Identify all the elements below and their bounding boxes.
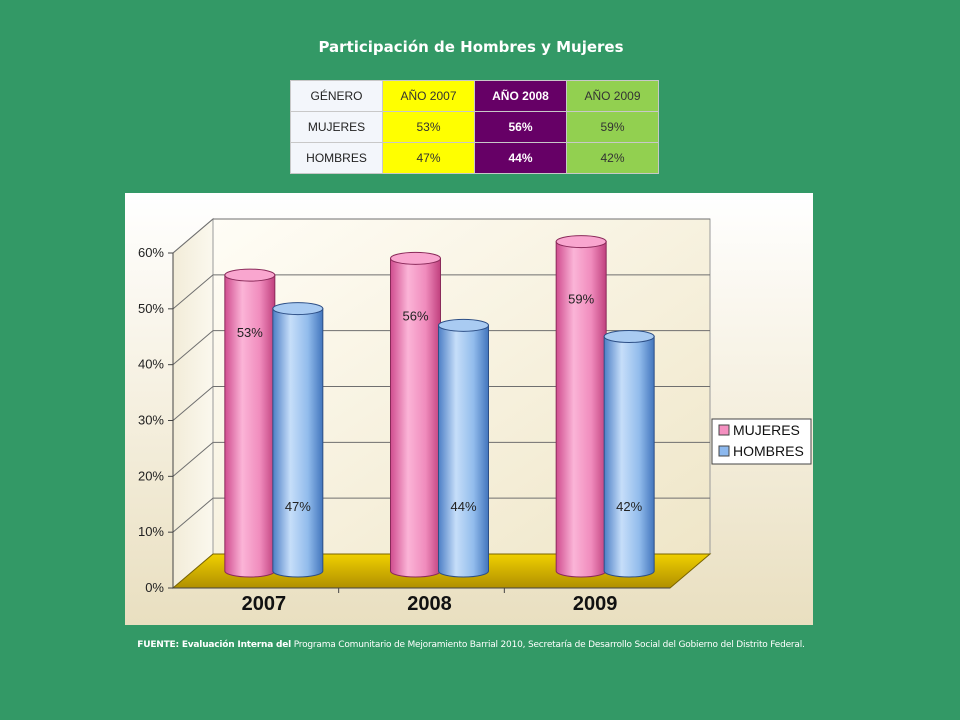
- bar-chart: 0% 10% 20% 30% 40% 50% 60% 53% 47% 2007 56% 44% 200…: [138, 217, 812, 615]
- page-title: Participación de Hombres y Mujeres: [318, 38, 624, 56]
- row-label: MUJERES: [290, 111, 383, 143]
- gridline: [172, 274, 710, 310]
- bar-hombres-2007: [272, 302, 324, 578]
- category-label: 2009: [573, 593, 618, 615]
- row-label: HOMBRES: [290, 142, 383, 174]
- cell-mujeres-2007: 53%: [382, 111, 475, 143]
- legend-swatch: [718, 445, 730, 457]
- y-tick-label: 20%: [138, 468, 164, 483]
- cell-hombres-2007: 47%: [382, 142, 475, 174]
- category-label: 2008: [407, 593, 452, 615]
- category-label: 2007: [242, 593, 286, 615]
- bar-mujeres-2007: [224, 268, 276, 578]
- header-2007: AÑO 2007: [382, 80, 475, 112]
- source-bold: FUENTE: Evaluación Interna del: [137, 640, 292, 650]
- legend-label: HOMBRES: [733, 443, 804, 459]
- gridline: [172, 218, 710, 254]
- y-tick-label: 0%: [145, 580, 164, 595]
- data-label: 53%: [237, 325, 263, 340]
- bar-top: [555, 235, 607, 249]
- participation-table: GÉNERO AÑO 2007 AÑO 2008 AÑO 2009 MUJERE…: [290, 80, 659, 174]
- cell-mujeres-2008: 56%: [474, 111, 567, 143]
- bar-top: [603, 330, 655, 343]
- bar-body: [224, 274, 276, 578]
- header-genero: GÉNERO: [290, 80, 383, 112]
- legend-swatch: [718, 424, 730, 436]
- data-label: 44%: [450, 499, 476, 514]
- bar-mujeres-2008: [390, 251, 441, 578]
- bar-hombres-2008: [438, 318, 489, 578]
- data-label: 56%: [402, 308, 428, 323]
- gridline: [172, 441, 710, 477]
- bar-body: [390, 257, 441, 578]
- legend-label: MUJERES: [733, 422, 800, 438]
- gridline: [172, 330, 710, 366]
- bar-top: [272, 302, 324, 316]
- y-tick-label: 40%: [138, 357, 164, 372]
- cell-mujeres-2009: 59%: [566, 111, 659, 143]
- bar-body: [438, 324, 489, 578]
- bar-top: [224, 268, 276, 282]
- source-text: Programa Comunitario de Mejoramiento Bar…: [291, 640, 805, 650]
- y-tick-label: 10%: [138, 524, 164, 539]
- bar-mujeres-2009: [555, 235, 607, 578]
- gridline: [172, 386, 710, 421]
- y-tick-label: 50%: [138, 301, 164, 316]
- header-2009: AÑO 2009: [566, 80, 659, 112]
- data-label: 47%: [285, 499, 311, 514]
- table-header-row: GÉNERO AÑO 2007 AÑO 2008 AÑO 2009: [290, 80, 659, 112]
- cell-hombres-2008: 44%: [474, 142, 567, 174]
- bar-body: [272, 308, 324, 578]
- cell-hombres-2009: 42%: [566, 142, 659, 174]
- source-note: FUENTE: Evaluación Interna del Programa …: [0, 640, 942, 650]
- table-row-hombres: HOMBRES 47% 44% 42%: [290, 142, 659, 174]
- bar-top: [438, 318, 489, 332]
- bar-top: [390, 251, 441, 265]
- table-row-mujeres: MUJERES 53% 56% 59%: [290, 111, 659, 143]
- gridline: [172, 497, 710, 533]
- bar-hombres-2009: [603, 330, 655, 578]
- bar-body: [603, 336, 655, 578]
- chart-area: 0% 10% 20% 30% 40% 50% 60% 53% 47% 2007 56% 44% 200…: [125, 193, 813, 625]
- y-tick-label: 30%: [138, 413, 164, 428]
- data-label: 59%: [568, 292, 594, 307]
- y-tick-label: 60%: [138, 245, 164, 260]
- header-2008: AÑO 2008: [474, 80, 567, 112]
- data-label: 42%: [616, 499, 642, 514]
